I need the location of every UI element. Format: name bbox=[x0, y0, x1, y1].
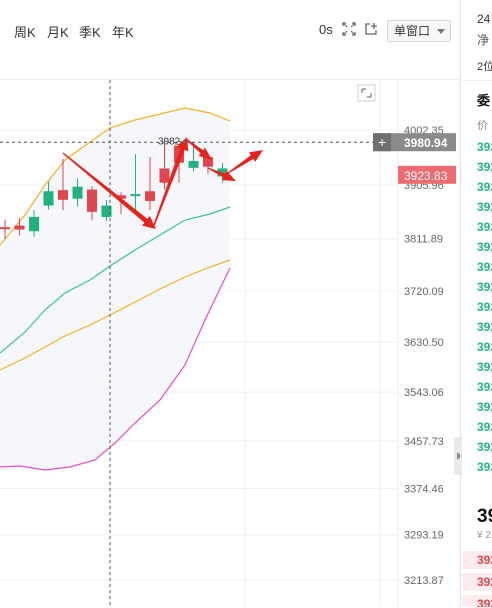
ask-price[interactable]: 392 bbox=[477, 400, 492, 414]
y-tick-label: 3457.73 bbox=[404, 436, 444, 448]
candles bbox=[0, 141, 228, 239]
ask-price[interactable]: 392 bbox=[477, 240, 492, 254]
plus-icon: + bbox=[378, 134, 386, 150]
kline-chart[interactable]: 3982 4002.353905.963811.893720.093630.50… bbox=[0, 80, 460, 608]
crosshair-price-label: 3980.94 bbox=[404, 136, 448, 150]
ask-price[interactable]: 392 bbox=[477, 300, 492, 314]
candle-body bbox=[29, 216, 39, 232]
y-tick-label: 3293.19 bbox=[404, 530, 444, 542]
candle-body bbox=[58, 190, 68, 200]
panel-top-text: 24 bbox=[477, 12, 491, 26]
chart-expand-icon[interactable] bbox=[357, 84, 376, 102]
interval-label[interactable]: 0s bbox=[319, 22, 333, 37]
ask-price[interactable]: 392 bbox=[477, 260, 492, 274]
bollinger-band-fill bbox=[0, 108, 230, 470]
depth-tab[interactable]: 2位 bbox=[477, 61, 492, 73]
crosshair: 3982 bbox=[0, 80, 398, 607]
arrow-shape bbox=[185, 138, 212, 160]
candle-body bbox=[188, 161, 199, 168]
high-annotation-label: 3982 bbox=[158, 137, 181, 148]
candle-body bbox=[203, 157, 213, 167]
ask-price[interactable]: 392 bbox=[477, 440, 492, 454]
chart-toolbar: 周K 月K 季K 年K 0s 单窗口 bbox=[0, 0, 460, 46]
ma-magenta-line bbox=[0, 267, 231, 471]
fullscreen-icon[interactable] bbox=[342, 22, 356, 36]
last-price-label: 3923.83 bbox=[404, 169, 448, 183]
collapse-panel-icon[interactable] bbox=[454, 437, 464, 475]
price-column-header: 价 bbox=[477, 120, 488, 132]
y-tick-label: 3543.06 bbox=[404, 387, 444, 399]
arrow-shape bbox=[227, 150, 263, 174]
ask-price[interactable]: 392 bbox=[477, 320, 492, 334]
candle-body bbox=[0, 227, 10, 230]
ask-price[interactable]: 392 bbox=[477, 220, 492, 234]
annotation-arrows bbox=[62, 137, 263, 229]
candle-body bbox=[43, 191, 54, 206]
last-price-big: 39 bbox=[477, 506, 492, 527]
crosshair-add-button[interactable] bbox=[373, 133, 391, 152]
order-book-panel: 24 净 2位 委 价 392 392 392 392 392 392 392 392 392 3… bbox=[462, 0, 492, 607]
bid-price[interactable]: 392 bbox=[477, 553, 492, 567]
ask-price[interactable]: 392 bbox=[477, 420, 492, 434]
candle-body bbox=[159, 168, 170, 183]
bid-price[interactable]: 392 bbox=[477, 575, 492, 589]
arrow-shape bbox=[152, 137, 189, 229]
ask-price[interactable]: 392 bbox=[477, 360, 492, 374]
candle-body bbox=[130, 194, 141, 197]
ask-price[interactable]: 392 bbox=[477, 380, 492, 394]
ask-price[interactable]: 392 bbox=[477, 200, 492, 214]
bid-price[interactable]: 392 bbox=[477, 597, 492, 607]
window-mode-label: 单窗口 bbox=[394, 24, 431, 38]
y-tick-label: 3374.46 bbox=[404, 483, 444, 495]
fiat-price: ¥ 2 bbox=[477, 530, 491, 541]
ask-price[interactable]: 392 bbox=[477, 280, 492, 294]
candle-body bbox=[14, 225, 25, 230]
arrow-shape bbox=[207, 167, 236, 181]
panel-sub-text: 净 bbox=[477, 33, 490, 47]
y-tick-label: 3630.50 bbox=[404, 337, 444, 349]
candle-body bbox=[72, 186, 83, 199]
ask-price[interactable]: 392 bbox=[477, 340, 492, 354]
chart-subbar bbox=[0, 46, 460, 80]
candle-body bbox=[145, 191, 155, 201]
panel-divider bbox=[460, 0, 461, 607]
candle-body bbox=[116, 195, 126, 199]
crosshair-price-box bbox=[373, 133, 456, 152]
window-mode-select[interactable]: 单窗口 bbox=[387, 20, 451, 42]
ask-price[interactable]: 392 bbox=[477, 180, 492, 194]
period-month[interactable]: 月K bbox=[47, 25, 69, 40]
y-axis: 4002.353905.963811.893720.093630.503543.… bbox=[373, 125, 456, 587]
ask-price[interactable]: 392 bbox=[477, 160, 492, 174]
ask-price[interactable]: 392 bbox=[477, 460, 492, 474]
candle-body bbox=[87, 189, 97, 212]
period-year[interactable]: 年K bbox=[112, 25, 134, 40]
y-tick-label: 3720.09 bbox=[404, 286, 444, 298]
period-week[interactable]: 周K bbox=[14, 25, 36, 40]
y-tick-label: 3213.87 bbox=[404, 575, 444, 587]
candle-body bbox=[101, 205, 112, 217]
add-window-icon[interactable] bbox=[364, 22, 378, 36]
candle-body bbox=[217, 168, 228, 177]
order-book-title: 委 bbox=[477, 93, 491, 108]
last-price-box bbox=[398, 165, 456, 184]
y-tick-label: 3811.89 bbox=[404, 234, 443, 246]
chevron-down-icon bbox=[437, 29, 445, 34]
ask-price[interactable]: 392 bbox=[477, 140, 492, 154]
period-quarter[interactable]: 季K bbox=[79, 25, 101, 40]
arrow-shape bbox=[62, 152, 156, 229]
